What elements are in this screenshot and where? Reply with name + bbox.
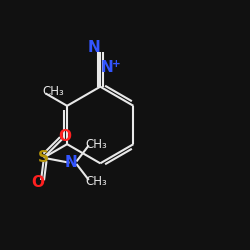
Text: CH₃: CH₃ xyxy=(85,175,107,188)
Text: O: O xyxy=(32,176,44,190)
Text: S: S xyxy=(38,150,49,165)
Text: CH₃: CH₃ xyxy=(43,85,64,98)
Text: N: N xyxy=(88,40,101,55)
Text: N: N xyxy=(101,60,114,75)
Text: O: O xyxy=(58,129,71,144)
Text: CH₃: CH₃ xyxy=(85,138,107,151)
Text: +: + xyxy=(112,59,120,69)
Text: N: N xyxy=(64,155,77,170)
